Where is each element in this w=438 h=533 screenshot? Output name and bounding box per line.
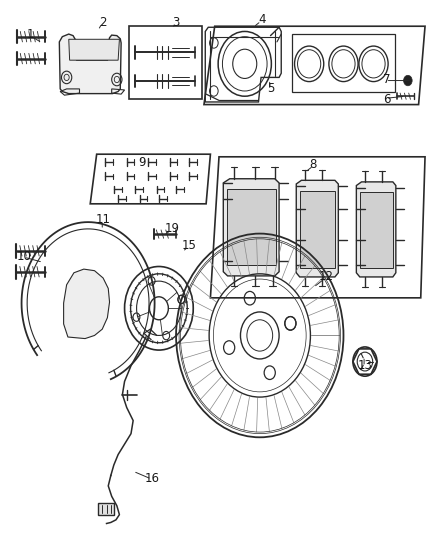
Text: 8: 8 — [310, 158, 317, 171]
Text: 9: 9 — [138, 156, 145, 168]
Polygon shape — [296, 180, 338, 277]
Polygon shape — [64, 269, 110, 338]
Text: 7: 7 — [383, 73, 390, 86]
Polygon shape — [59, 34, 121, 94]
Polygon shape — [227, 189, 276, 265]
Text: 13: 13 — [357, 359, 372, 372]
Polygon shape — [300, 191, 335, 268]
Text: 12: 12 — [319, 270, 334, 284]
Polygon shape — [357, 182, 396, 277]
Text: 6: 6 — [383, 93, 390, 106]
Polygon shape — [360, 192, 393, 268]
Text: 3: 3 — [173, 15, 180, 29]
Text: 1: 1 — [26, 28, 34, 41]
Polygon shape — [69, 39, 120, 60]
Text: 19: 19 — [164, 222, 179, 236]
Text: 11: 11 — [95, 213, 111, 226]
Text: 16: 16 — [145, 472, 160, 484]
Text: 4: 4 — [258, 13, 266, 27]
Polygon shape — [223, 179, 279, 276]
Polygon shape — [98, 503, 114, 515]
Text: 15: 15 — [181, 239, 196, 252]
Circle shape — [403, 75, 412, 86]
Text: 2: 2 — [99, 15, 107, 29]
Text: 5: 5 — [267, 83, 274, 95]
Text: 10: 10 — [16, 249, 31, 263]
